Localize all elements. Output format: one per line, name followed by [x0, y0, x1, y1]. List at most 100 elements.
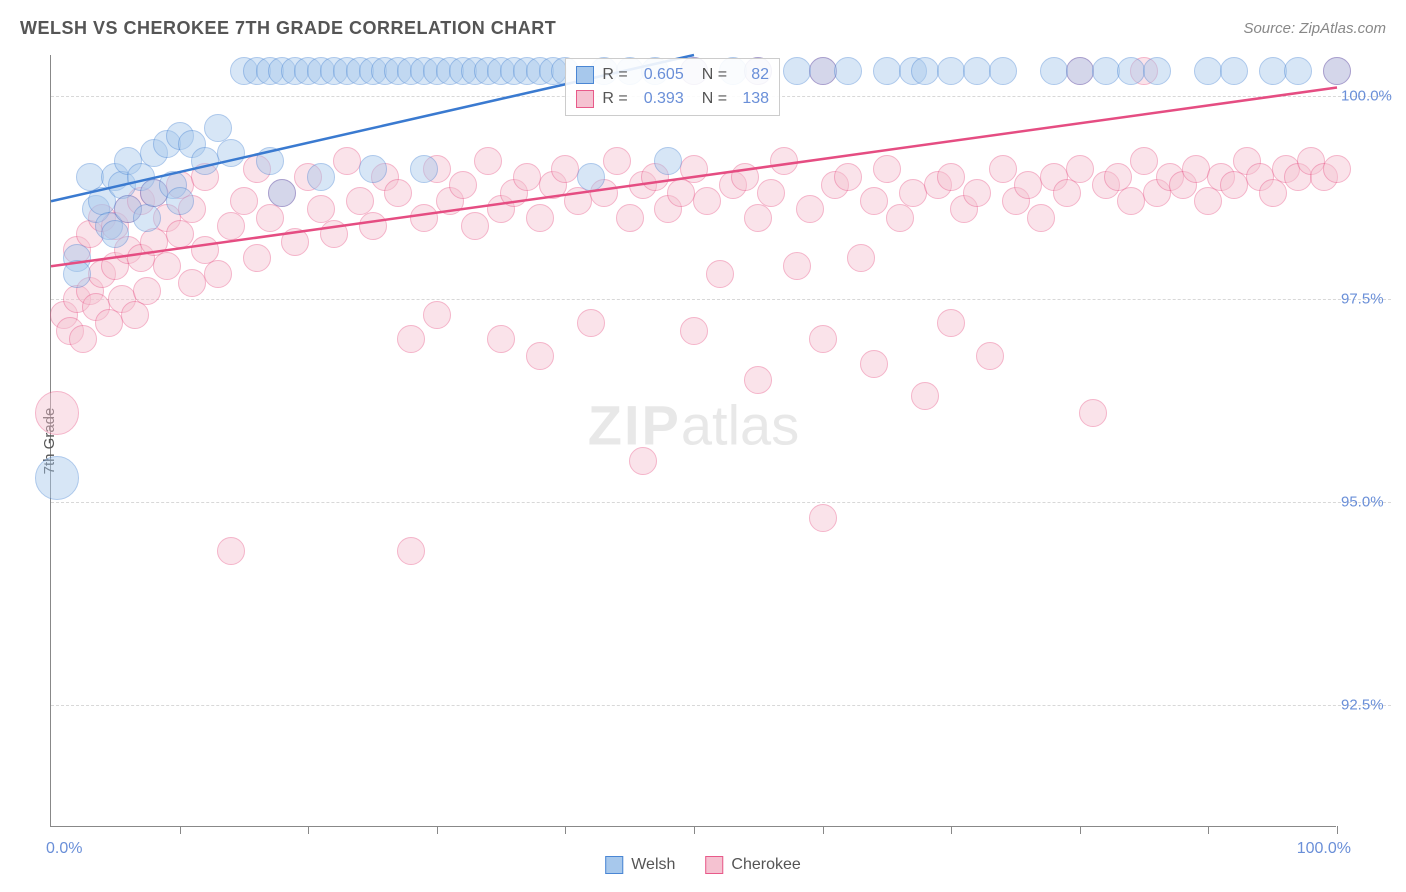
scatter-point-cherokee: [69, 325, 97, 353]
scatter-point-cherokee: [384, 179, 412, 207]
legend-label: Cherokee: [731, 856, 800, 874]
chart-title: WELSH VS CHEROKEE 7TH GRADE CORRELATION …: [20, 18, 556, 39]
legend-swatch: [576, 90, 594, 108]
scatter-point-cherokee: [243, 244, 271, 272]
scatter-point-welsh: [1066, 57, 1094, 85]
scatter-point-cherokee: [809, 325, 837, 353]
xtick: [180, 826, 181, 834]
scatter-point-cherokee: [1117, 187, 1145, 215]
scatter-point-cherokee: [1027, 204, 1055, 232]
scatter-point-welsh: [654, 147, 682, 175]
scatter-point-welsh: [166, 187, 194, 215]
scatter-point-cherokee: [989, 155, 1017, 183]
series-legend: WelshCherokee: [605, 856, 801, 874]
scatter-point-cherokee: [178, 269, 206, 297]
scatter-point-welsh: [1194, 57, 1222, 85]
scatter-point-cherokee: [860, 350, 888, 378]
scatter-point-welsh: [1092, 57, 1120, 85]
plot-area: 92.5%95.0%97.5%100.0%: [51, 55, 1336, 826]
scatter-point-cherokee: [461, 212, 489, 240]
scatter-point-welsh: [268, 179, 296, 207]
scatter-point-welsh: [783, 57, 811, 85]
scatter-point-cherokee: [680, 155, 708, 183]
scatter-point-welsh: [307, 163, 335, 191]
ytick-label: 100.0%: [1341, 87, 1396, 104]
scatter-point-welsh: [133, 204, 161, 232]
scatter-point-welsh: [1117, 57, 1145, 85]
xaxis-max-label: 100.0%: [1297, 840, 1351, 858]
scatter-point-welsh: [256, 147, 284, 175]
scatter-point-cherokee: [1053, 179, 1081, 207]
scatter-point-cherokee: [757, 179, 785, 207]
scatter-point-cherokee: [281, 228, 309, 256]
scatter-point-cherokee: [1182, 155, 1210, 183]
legend-row: R =0.393N =138: [576, 87, 769, 111]
scatter-point-cherokee: [397, 537, 425, 565]
legend-item-cherokee: Cherokee: [705, 856, 800, 874]
legend-swatch: [705, 856, 723, 874]
scatter-point-cherokee: [513, 163, 541, 191]
scatter-point-cherokee: [153, 252, 181, 280]
scatter-point-cherokee: [359, 212, 387, 240]
xtick: [1337, 826, 1338, 834]
scatter-point-cherokee: [256, 204, 284, 232]
gridline-h: [51, 705, 1391, 706]
xtick: [951, 826, 952, 834]
scatter-point-cherokee: [783, 252, 811, 280]
xaxis-min-label: 0.0%: [46, 840, 82, 858]
xtick: [1080, 826, 1081, 834]
scatter-point-cherokee: [166, 220, 194, 248]
xtick: [1208, 826, 1209, 834]
scatter-point-cherokee: [551, 155, 579, 183]
scatter-point-cherokee: [410, 204, 438, 232]
scatter-point-cherokee: [873, 155, 901, 183]
xtick: [823, 826, 824, 834]
scatter-point-cherokee: [95, 309, 123, 337]
scatter-point-cherokee: [333, 147, 361, 175]
legend-n-value: 82: [735, 66, 769, 84]
ytick-label: 92.5%: [1341, 697, 1396, 714]
scatter-point-cherokee: [217, 212, 245, 240]
legend-r-label: R =: [602, 90, 627, 108]
scatter-point-welsh: [937, 57, 965, 85]
scatter-point-cherokee: [937, 309, 965, 337]
scatter-point-cherokee: [526, 204, 554, 232]
scatter-point-welsh: [359, 155, 387, 183]
legend-r-label: R =: [602, 66, 627, 84]
scatter-point-welsh: [1040, 57, 1068, 85]
scatter-point-cherokee: [230, 187, 258, 215]
scatter-point-welsh: [1143, 57, 1171, 85]
scatter-point-cherokee: [899, 179, 927, 207]
scatter-point-welsh: [809, 57, 837, 85]
scatter-point-cherokee: [577, 309, 605, 337]
scatter-point-cherokee: [449, 171, 477, 199]
scatter-point-cherokee: [911, 382, 939, 410]
scatter-point-cherokee: [474, 147, 502, 175]
scatter-point-cherokee: [1259, 179, 1287, 207]
legend-swatch: [576, 66, 594, 84]
scatter-point-cherokee: [1194, 187, 1222, 215]
scatter-point-welsh: [191, 147, 219, 175]
legend-r-value: 0.393: [636, 90, 684, 108]
scatter-point-cherokee: [616, 204, 644, 232]
legend-n-value: 138: [735, 90, 769, 108]
xtick: [308, 826, 309, 834]
scatter-point-cherokee: [1014, 171, 1042, 199]
scatter-point-cherokee: [1220, 171, 1248, 199]
scatter-point-cherokee: [706, 260, 734, 288]
scatter-point-cherokee: [320, 220, 348, 248]
plot-container: 7th Grade 92.5%95.0%97.5%100.0% ZIPatlas…: [50, 55, 1336, 827]
legend-swatch: [605, 856, 623, 874]
scatter-point-welsh: [911, 57, 939, 85]
scatter-point-cherokee: [847, 244, 875, 272]
scatter-point-welsh: [873, 57, 901, 85]
scatter-point-cherokee: [770, 147, 798, 175]
scatter-point-cherokee: [796, 195, 824, 223]
scatter-point-cherokee: [629, 447, 657, 475]
chart-source: Source: ZipAtlas.com: [1243, 20, 1386, 37]
scatter-point-cherokee: [744, 366, 772, 394]
xtick: [437, 826, 438, 834]
legend-r-value: 0.605: [636, 66, 684, 84]
scatter-point-welsh: [989, 57, 1017, 85]
scatter-point-cherokee: [937, 163, 965, 191]
